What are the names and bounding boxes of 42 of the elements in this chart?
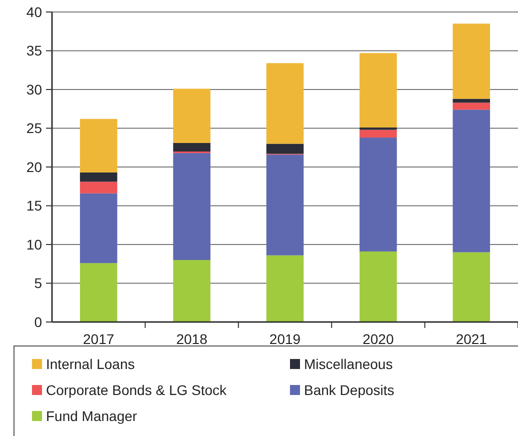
- y-tick-label: 20: [26, 158, 42, 175]
- bar: [360, 130, 397, 138]
- bar: [80, 172, 118, 182]
- bar: [360, 53, 397, 128]
- legend-label: Internal Loans: [46, 356, 135, 372]
- bar: [266, 255, 304, 322]
- bar: [360, 127, 397, 130]
- bar: [452, 110, 490, 252]
- y-tick-label: 0: [34, 314, 42, 330]
- y-tick-label: 30: [26, 81, 42, 98]
- bar: [173, 142, 210, 152]
- bar: [80, 193, 118, 264]
- bar: [80, 182, 118, 194]
- bar: [80, 118, 118, 172]
- y-tick-label: 5: [34, 275, 42, 292]
- y-tick-label: 40: [26, 4, 42, 20]
- bar: [452, 24, 490, 99]
- legend-label: Miscellaneous: [304, 356, 393, 372]
- bar: [360, 251, 397, 322]
- bar: [266, 144, 304, 154]
- y-tick-label: 35: [26, 42, 42, 59]
- x-tick-label: 2019: [269, 331, 301, 347]
- bar: [452, 252, 490, 322]
- legend-label: Fund Manager: [46, 408, 138, 424]
- bar: [452, 102, 490, 110]
- bar: [173, 88, 210, 143]
- y-tick-label: 15: [26, 198, 42, 214]
- x-tick-label: 2018: [176, 331, 208, 347]
- x-tick-label: 2017: [83, 331, 114, 347]
- bar: [80, 263, 118, 322]
- bar: [173, 260, 210, 322]
- x-tick-label: 2020: [362, 331, 394, 347]
- bar: [360, 138, 397, 252]
- x-tick-label: 2021: [456, 331, 488, 347]
- y-tick-label: 25: [26, 120, 42, 136]
- bar: [266, 154, 304, 256]
- legend-label: Bank Deposits: [304, 382, 394, 398]
- bar: [452, 98, 490, 103]
- bar: [266, 63, 304, 144]
- bar: [173, 153, 210, 260]
- y-tick-label: 10: [26, 236, 42, 252]
- legend-label: Corporate Bonds & LG Stock: [46, 382, 228, 398]
